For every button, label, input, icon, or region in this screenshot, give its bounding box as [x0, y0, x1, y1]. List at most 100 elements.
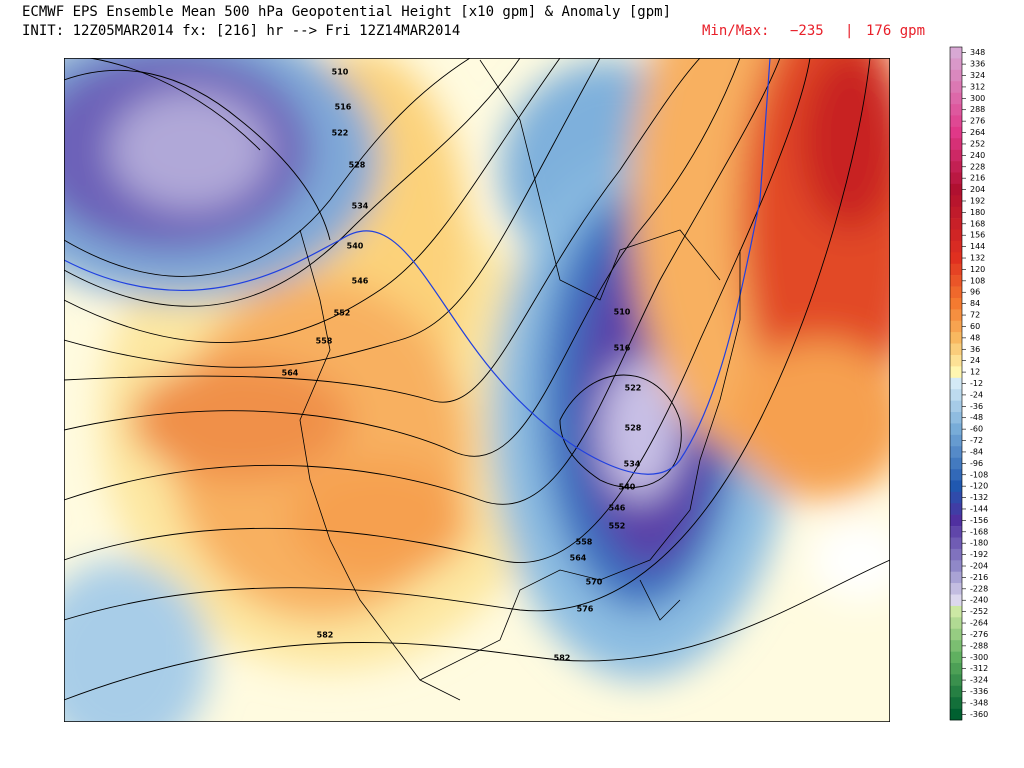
colorbar-label: -252 [970, 607, 988, 616]
colorbar-label: 264 [970, 128, 985, 137]
coastlines [299, 59, 741, 701]
colorbar-swatch [950, 69, 962, 82]
colorbar-swatch [950, 240, 962, 253]
colorbar-label: -144 [970, 504, 988, 513]
colorbar-label: 144 [970, 242, 985, 251]
contour-label: 534 [352, 202, 369, 211]
contour-label: 540 [619, 483, 636, 492]
colorbar-label: -168 [970, 527, 988, 536]
colorbar-label: -132 [970, 493, 988, 502]
colorbar-swatch [950, 628, 962, 641]
contour-label: 510 [332, 68, 349, 77]
height-contours [64, 58, 890, 701]
colorbar-label: -348 [970, 698, 988, 707]
colorbar-swatch [950, 434, 962, 447]
colorbar-label: -216 [970, 573, 988, 582]
colorbar-label: -228 [970, 584, 988, 593]
colorbar-swatch [950, 651, 962, 664]
colorbar-label: -312 [970, 664, 988, 673]
colorbar-swatch [950, 138, 962, 150]
colorbar-label: -288 [970, 641, 988, 650]
colorbar-label: 336 [970, 60, 985, 69]
colorbar-swatch [950, 605, 962, 618]
colorbar-swatch [950, 697, 962, 709]
colorbar-label: 204 [970, 185, 985, 194]
colorbar-swatch [950, 377, 962, 390]
colorbar-swatch [950, 548, 962, 561]
colorbar-label: 120 [970, 265, 985, 274]
colorbar-swatch [950, 583, 962, 595]
contour-label: 570 [586, 578, 603, 587]
colorbar-label: 312 [970, 82, 985, 91]
colorbar-label: -204 [970, 562, 988, 571]
colorbar-swatch [950, 286, 962, 299]
colorbar-label: 24 [970, 356, 980, 365]
contour-label: 510 [614, 308, 631, 317]
colorbar-swatch [950, 514, 962, 527]
minmax-label: Min/Max: [702, 23, 769, 39]
colorbar-label: 12 [970, 368, 980, 377]
colorbar-swatch [950, 537, 962, 550]
colorbar-label: 168 [970, 219, 985, 228]
colorbar-swatch [950, 617, 962, 630]
colorbar-label: 348 [970, 48, 985, 57]
contour-label: 582 [317, 631, 334, 640]
colorbar-label: 96 [970, 288, 980, 297]
colorbar-label: 132 [970, 254, 985, 263]
contour-label: 552 [334, 309, 351, 318]
colorbar-label: -48 [970, 413, 983, 422]
colorbar-label: 300 [970, 94, 985, 103]
contour-label: 528 [625, 424, 642, 433]
colorbar-swatch [950, 423, 962, 436]
colorbar-swatch [950, 571, 962, 584]
colorbar-label: -108 [970, 470, 988, 479]
colorbar-swatch [950, 389, 962, 401]
colorbar-label: 192 [970, 196, 985, 205]
min-value: −235 [790, 23, 824, 39]
separator: | [845, 23, 853, 39]
colorbar-swatch [950, 115, 962, 128]
colorbar-label: 276 [970, 117, 985, 126]
colorbar-label: 72 [970, 311, 980, 320]
colorbar-swatch [950, 343, 962, 356]
colorbar-swatch [950, 400, 962, 413]
contour-label: 534 [624, 460, 641, 469]
colorbar-swatch [950, 674, 962, 687]
colorbar-label: 48 [970, 333, 980, 342]
colorbar-swatch [950, 469, 962, 481]
colorbar-swatch [950, 183, 962, 196]
colorbar-swatch [950, 229, 962, 242]
colorbar-swatch [950, 457, 962, 470]
title: ECMWF EPS Ensemble Mean 500 hPa Geopoten… [22, 4, 671, 20]
contour-labels: 510 516 522 528 534 540 546 552 558 564 582 582 576 5… [282, 68, 642, 663]
colorbar-label: -180 [970, 539, 988, 548]
colorbar-swatch [950, 206, 962, 219]
colorbar-swatch [950, 297, 962, 310]
colorbar-swatch [950, 126, 962, 139]
colorbar-frame [949, 46, 963, 721]
colorbar-swatch [950, 195, 962, 207]
colorbar-label: 180 [970, 208, 985, 217]
colorbar-label: -336 [970, 687, 988, 696]
colorbar-swatch [950, 263, 962, 276]
contour-label: 540 [347, 242, 364, 251]
colorbar-label: 252 [970, 139, 985, 148]
colorbar-label: -360 [970, 710, 988, 719]
colorbar-swatch [950, 47, 962, 59]
colorbar-label: -12 [970, 379, 983, 388]
colorbar-swatch [950, 161, 962, 173]
colorbar-label: -60 [970, 425, 983, 434]
contour-label: 522 [332, 129, 349, 138]
colorbar-swatch [950, 366, 962, 379]
colorbar-swatch [950, 412, 962, 424]
contour-label: 558 [576, 538, 593, 547]
contour-label: 516 [335, 103, 352, 112]
colorbar-swatch [950, 685, 962, 698]
colorbar-swatch [950, 332, 962, 344]
contour-label: 516 [614, 344, 631, 353]
colorbar-swatch [950, 662, 962, 675]
contour-label: 558 [316, 337, 333, 346]
contour-label: 564 [570, 554, 587, 563]
colorbar-swatch [950, 92, 962, 105]
